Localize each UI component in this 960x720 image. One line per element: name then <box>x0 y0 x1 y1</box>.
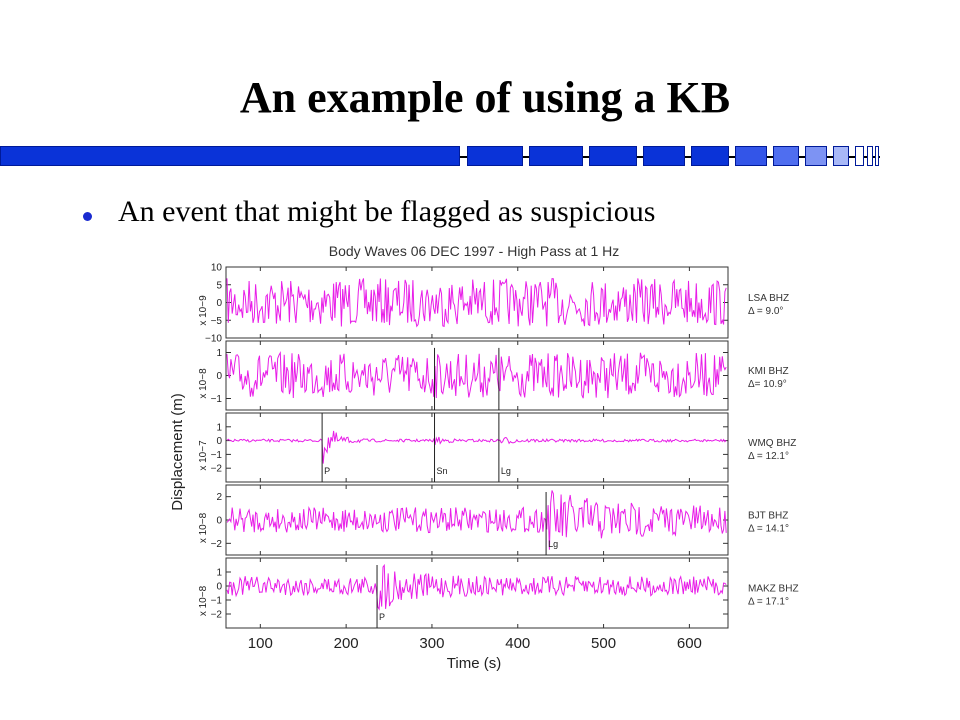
bar-segment <box>0 146 460 166</box>
station-label: BJT BHZ <box>748 511 788 522</box>
bar-segment <box>643 146 685 166</box>
x-axis-label: Time (s) <box>447 655 501 672</box>
y-tick-label: 0 <box>216 516 222 527</box>
y-tick-label: −2 <box>211 464 223 475</box>
panel-frame <box>225 557 729 629</box>
waveform-trace <box>226 430 727 464</box>
panel-wmq: −2 −1 0 1 x 10−7 WMQ BHZ Δ = 12.1° P Sn Lg <box>198 412 796 483</box>
scale-label: x 10−7 <box>198 440 209 471</box>
bar-segment <box>855 146 864 166</box>
phase-pick-label: Lg <box>501 466 511 476</box>
y-tick-label: 2 <box>216 492 222 503</box>
distance-label: Δ= 10.9° <box>748 379 787 390</box>
distance-label: Δ = 17.1° <box>748 597 789 608</box>
slide-title: An example of using a KB <box>239 73 731 122</box>
y-tick-label: 0 <box>216 371 222 382</box>
bullet-icon <box>83 212 92 221</box>
bar-segment <box>691 146 729 166</box>
station-label: LSA BHZ <box>748 293 789 304</box>
panel-bjt: −2 0 2 x 10−8 BJT BHZ Δ = 14.1° Lg <box>198 484 789 556</box>
y-tick-label: 0 <box>216 298 222 309</box>
bar-segment <box>467 146 523 166</box>
bar-segment <box>875 146 879 166</box>
panel-frame <box>225 412 729 483</box>
waveform-trace <box>226 278 727 328</box>
y-tick-label: 10 <box>211 263 223 274</box>
waveform-trace <box>226 563 727 611</box>
scale-label: x 10−8 <box>198 368 209 399</box>
y-tick-label: −1 <box>211 450 223 461</box>
x-tick-label: 100 <box>248 635 273 652</box>
y-tick-label: 5 <box>216 280 222 291</box>
distance-label: Δ = 12.1° <box>748 451 789 462</box>
y-tick-label: −1 <box>211 394 223 405</box>
y-tick-label: −2 <box>211 539 223 550</box>
bullet-text: An event that might be flagged as suspic… <box>118 195 656 228</box>
scale-label: x 10−8 <box>198 585 209 616</box>
bar-segment <box>589 146 637 166</box>
scale-label: x 10−8 <box>198 512 209 543</box>
station-label: KMI BHZ <box>748 366 789 377</box>
bar-segment <box>529 146 583 166</box>
station-label: MAKZ BHZ <box>748 584 799 595</box>
x-tick-label: 600 <box>677 635 702 652</box>
chart-title: Body Waves 06 DEC 1997 - High Pass at 1 … <box>329 243 620 259</box>
phase-pick-label: Sn <box>437 466 448 476</box>
y-tick-label: 0 <box>216 436 222 447</box>
x-tick-label: 300 <box>419 635 444 652</box>
phase-pick-label: Lg <box>548 539 558 549</box>
x-tick-label: 500 <box>591 635 616 652</box>
station-label: WMQ BHZ <box>748 438 796 449</box>
panel-kmi: −1 0 1 x 10−8 KMI BHZ Δ= 10.9° <box>198 340 789 411</box>
panel-makz: −2 −1 0 1 x 10−8 MAKZ BHZ Δ = 17.1° P <box>198 557 799 629</box>
y-tick-label: 1 <box>216 348 222 359</box>
phase-pick-label: P <box>324 466 330 476</box>
waveform-trace <box>226 351 727 399</box>
y-tick-label: −2 <box>211 610 223 621</box>
distance-label: Δ = 14.1° <box>748 524 789 535</box>
y-tick-label: 0 <box>216 582 222 593</box>
y-tick-label: −1 <box>211 596 223 607</box>
y-tick-label: 1 <box>216 422 222 433</box>
y-tick-label: 1 <box>216 568 222 579</box>
bar-segment <box>805 146 827 166</box>
phase-pick-label: P <box>379 612 385 622</box>
title-underline-bar <box>0 146 960 168</box>
y-tick-label: −5 <box>211 316 223 327</box>
waveform-trace <box>226 490 727 550</box>
distance-label: Δ = 9.0° <box>748 306 783 317</box>
y-tick-label: −10 <box>205 334 222 345</box>
bar-segment <box>773 146 799 166</box>
scale-label: x 10−9 <box>198 295 209 326</box>
bar-segment <box>735 146 767 166</box>
bar-segment <box>867 146 873 166</box>
x-tick-label: 200 <box>334 635 359 652</box>
y-axis-label: Displacement (m) <box>169 393 186 511</box>
bar-segment <box>833 146 849 166</box>
x-tick-label: 400 <box>505 635 530 652</box>
panel-lsa: −10 −5 0 5 10 x 10−9 LSA BHZ Δ = 9.0° <box>198 263 789 345</box>
